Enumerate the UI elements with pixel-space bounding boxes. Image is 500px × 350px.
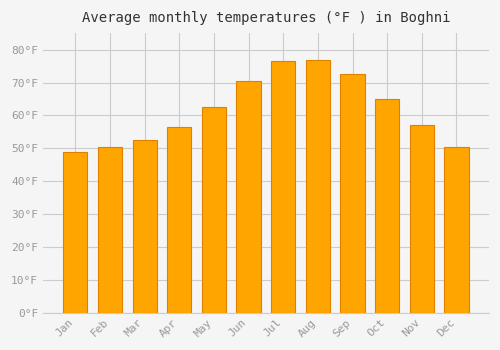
Bar — [375, 99, 400, 313]
Bar — [306, 60, 330, 313]
Bar — [340, 74, 364, 313]
Bar — [444, 147, 468, 313]
Bar — [132, 140, 157, 313]
Bar — [202, 107, 226, 313]
Bar — [167, 127, 192, 313]
Bar — [63, 152, 88, 313]
Bar — [271, 61, 295, 313]
Bar — [236, 81, 260, 313]
Bar — [410, 125, 434, 313]
Bar — [98, 147, 122, 313]
Title: Average monthly temperatures (°F ) in Boghni: Average monthly temperatures (°F ) in Bo… — [82, 11, 450, 25]
